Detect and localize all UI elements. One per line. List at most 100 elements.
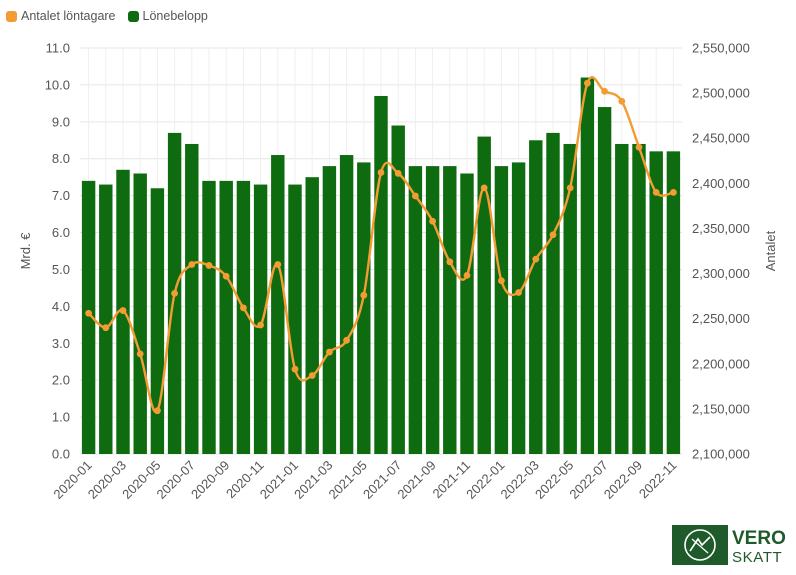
- bar: [666, 151, 681, 454]
- bar: [460, 173, 474, 454]
- bar: [511, 162, 526, 454]
- vero-skatt-logo: VERO SKATT: [672, 525, 790, 566]
- line-point: [394, 170, 402, 177]
- bar: [305, 177, 319, 454]
- line-point: [360, 291, 368, 299]
- series-line: [87, 76, 674, 414]
- y-right-tick-label: 2,500,000: [692, 86, 750, 101]
- line-point: [566, 184, 574, 192]
- y-left-tick-label: 6.0: [52, 225, 70, 240]
- x-tick-label: 2022-11: [636, 458, 680, 502]
- bar: [494, 166, 509, 455]
- y-left-tick-label: 3.0: [52, 336, 70, 351]
- bar: [477, 136, 491, 454]
- bar: [563, 143, 577, 455]
- line-point: [274, 261, 282, 268]
- line-point: [532, 255, 540, 263]
- y-right-tick-label: 2,250,000: [692, 311, 750, 326]
- line-point: [601, 87, 608, 95]
- line-point: [222, 272, 230, 280]
- legend-item-employees[interactable]: Antalet löntagare: [6, 9, 116, 23]
- line-point: [291, 365, 299, 373]
- line-point: [549, 231, 557, 239]
- line-point: [326, 348, 333, 356]
- line-point: [463, 271, 471, 279]
- x-tick-label: 2021-09: [394, 458, 438, 502]
- line-point: [498, 277, 505, 285]
- bar: [150, 188, 165, 454]
- line-point: [343, 336, 350, 344]
- y-left-tick-label: 9.0: [52, 114, 70, 129]
- y-right-tick-label: 2,150,000: [692, 401, 750, 416]
- line-point: [584, 79, 591, 87]
- bar: [202, 180, 216, 454]
- legend-label-wages: Lönebelopp: [142, 9, 208, 23]
- line-point: [308, 372, 316, 379]
- bar: [253, 184, 268, 454]
- logo-text-vero: VERO: [732, 528, 786, 549]
- bar: [81, 180, 96, 454]
- line-point: [670, 188, 677, 196]
- legend-label-employees: Antalet löntagare: [21, 9, 116, 23]
- y-left-tick-label: 4.0: [52, 299, 70, 314]
- bar-series: [81, 77, 681, 455]
- y-right-tick-label: 2,400,000: [692, 176, 750, 191]
- line-point: [480, 184, 488, 192]
- y-right-tick-label: 2,200,000: [692, 356, 750, 371]
- y-axis-right: 2,100,000 2,150,000 2,200,000 2,250,000 2,30…: [692, 41, 750, 462]
- line-point: [205, 262, 213, 269]
- y-left-tick-label: 8.0: [52, 151, 70, 166]
- chart-legend: Antalet löntagare Lönebelopp: [6, 9, 208, 23]
- y-left-tick-label: 11.0: [46, 41, 70, 56]
- y-right-tick-label: 2,350,000: [692, 221, 750, 236]
- legend-swatch-employees: [6, 10, 17, 22]
- x-tick-label: 2020-09: [188, 458, 232, 502]
- y-right-tick-label: 2,450,000: [692, 131, 750, 146]
- bar: [357, 162, 371, 454]
- y-left-tick-label: 2.0: [52, 373, 70, 388]
- line-point: [412, 192, 419, 200]
- legend-item-wages[interactable]: Lönebelopp: [127, 9, 208, 23]
- line-point: [188, 261, 196, 268]
- bar: [546, 132, 560, 454]
- y-right-tick-label: 2,550,000: [692, 41, 750, 56]
- logo-text-skatt: SKATT: [732, 549, 782, 565]
- bar: [443, 166, 457, 455]
- bar: [219, 180, 233, 454]
- line-point: [635, 143, 643, 151]
- bar: [99, 184, 113, 454]
- bar: [339, 155, 354, 454]
- y-right-tick-label: 2,300,000: [692, 266, 750, 281]
- y-left-tick-label: 0.0: [52, 447, 70, 462]
- line-point: [119, 307, 127, 314]
- bar: [391, 125, 405, 454]
- y-right-tick-label: 2,100,000: [692, 447, 750, 462]
- line-point: [136, 350, 144, 358]
- bar: [185, 143, 199, 455]
- line-point: [240, 304, 247, 312]
- line-point: [102, 324, 110, 332]
- line-series: [85, 76, 677, 415]
- line-point: [257, 321, 264, 329]
- line-point: [429, 217, 436, 225]
- bar: [425, 166, 440, 455]
- bar: [632, 143, 646, 455]
- bar: [133, 173, 147, 454]
- bar: [322, 166, 337, 455]
- line-point: [515, 289, 522, 296]
- bar: [374, 95, 388, 455]
- bar: [408, 166, 423, 455]
- y-left-tick-label: 1.0: [52, 410, 70, 425]
- x-tick-label: 2022-09: [601, 458, 645, 502]
- line-point: [154, 407, 161, 415]
- bar: [271, 155, 285, 454]
- bar: [236, 180, 251, 454]
- line-point: [618, 97, 626, 105]
- line-point: [652, 188, 660, 196]
- y-left-tick-label: 10.0: [45, 77, 70, 92]
- bar: [580, 77, 595, 454]
- y-axis-left-title: Mrd. €: [18, 232, 33, 270]
- line-point: [446, 258, 454, 266]
- x-axis: 2020-012020-032020-052020-072020-092020-…: [50, 458, 679, 502]
